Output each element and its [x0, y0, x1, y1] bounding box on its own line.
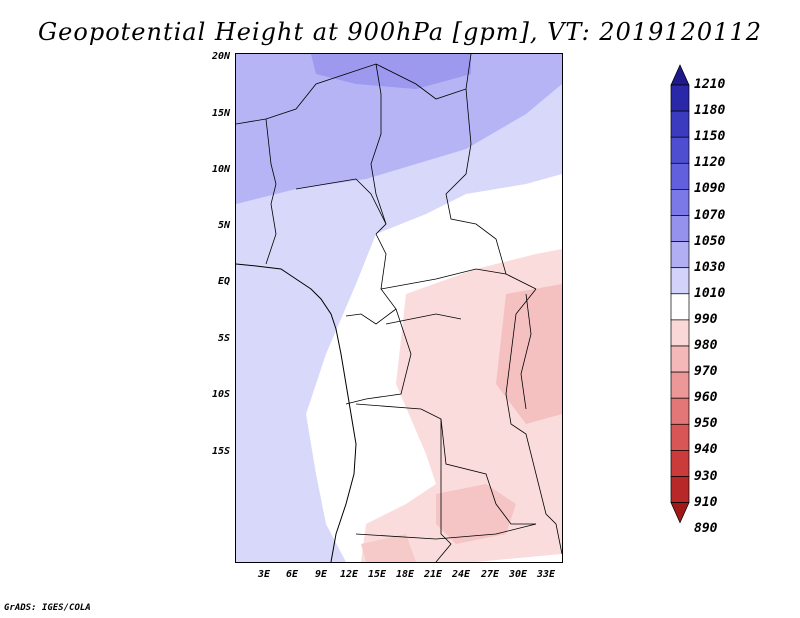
- lon-label: 30E: [508, 569, 528, 580]
- colorbar-level-label: 1210: [694, 77, 726, 92]
- border-a: [265, 118, 277, 265]
- lon-label: 6E: [285, 569, 299, 580]
- colorbar-cell: [670, 319, 690, 347]
- colorbar-level-label: 940: [694, 442, 718, 458]
- lon-label: 15E: [367, 569, 387, 580]
- colorbar-level-label: 1030: [694, 259, 726, 275]
- colorbar-cell: [670, 136, 690, 164]
- colorbar-level-label: 950: [694, 416, 718, 432]
- colorbar-cell: [670, 397, 690, 425]
- colorbar-cell: [670, 476, 690, 503]
- border-g: [345, 308, 412, 405]
- colorbar-level-label: 1050: [694, 233, 726, 249]
- colorbar-level-label: 890: [694, 520, 718, 536]
- rift-lakes: [520, 293, 532, 410]
- colorbar-level-label: 1150: [694, 129, 726, 145]
- border-d: [445, 88, 537, 290]
- colorbar-cell: [670, 110, 690, 138]
- map-plot-area: [235, 53, 563, 563]
- lon-label: 3E: [257, 569, 271, 580]
- colorbar-cell: [670, 84, 690, 112]
- colorbar-cell: [670, 450, 690, 477]
- lat-label: 10S: [211, 389, 230, 400]
- colorbar-level-label: 1070: [694, 207, 726, 223]
- colorbar-level-label: 1090: [694, 181, 726, 197]
- lon-label: 33E: [536, 569, 556, 580]
- lon-label: 18E: [395, 569, 415, 580]
- southern-border: [355, 523, 537, 540]
- colorbar-cell: [670, 345, 690, 373]
- colorbar-level-label: 1120: [694, 155, 726, 171]
- colorbar-bottom-arrow: [670, 502, 690, 524]
- lat-label: 5N: [217, 220, 230, 231]
- border-c: [295, 178, 387, 225]
- border-east: [505, 288, 562, 555]
- lat-label: 20N: [211, 51, 230, 62]
- lon-label: 27E: [480, 569, 500, 580]
- border-f: [380, 268, 507, 290]
- lat-label: EQ: [217, 276, 230, 287]
- lon-label: 21E: [423, 569, 443, 580]
- river-border: [385, 313, 462, 325]
- colorbar-level-label: 930: [694, 468, 718, 484]
- colorbar-level-label: 1180: [694, 103, 726, 119]
- colorbar-cells: [670, 64, 690, 524]
- colorbar-cell: [670, 162, 690, 190]
- map-canvas: [236, 54, 562, 562]
- colorbar-level-label: 910: [694, 494, 718, 510]
- colorbar-cell: [670, 241, 690, 269]
- lat-label: 15N: [211, 108, 230, 119]
- colorbar-cell: [670, 215, 690, 242]
- lat-label: 15S: [211, 446, 230, 457]
- colorbar-level-label: 980: [694, 338, 718, 353]
- colorbar-top-arrow: [670, 64, 690, 86]
- lon-label: 12E: [339, 569, 359, 580]
- field-970-sw: [361, 534, 416, 562]
- colorbar-cell: [670, 189, 690, 216]
- colorbar-level-label: 990: [694, 311, 718, 327]
- field-970-east: [496, 284, 562, 424]
- border-h: [355, 403, 536, 525]
- field-970-south: [436, 484, 516, 544]
- border-i: [435, 419, 452, 562]
- field-1030: [236, 54, 562, 204]
- colorbar-cell: [670, 293, 690, 321]
- colorbar-level-label: 1010: [694, 285, 726, 301]
- colorbar-cell: [670, 267, 690, 295]
- colorbar-level-label: 970: [694, 364, 718, 380]
- colorbar-cell: [670, 423, 690, 451]
- colorbar-cell: [670, 371, 690, 399]
- lat-label: 10N: [211, 164, 230, 175]
- colorbar-level-label: 960: [694, 390, 718, 406]
- lon-label: 9E: [314, 569, 328, 580]
- footer-credit: GrADS: IGES/COLA: [4, 603, 91, 613]
- colorbar: [670, 64, 690, 524]
- west-coastline: [236, 263, 357, 562]
- lon-label: 24E: [451, 569, 471, 580]
- chart-title: Geopotential Height at 900hPa [gpm], VT:…: [38, 18, 762, 46]
- lat-label: 5S: [217, 333, 230, 344]
- northern-borders: [236, 54, 472, 125]
